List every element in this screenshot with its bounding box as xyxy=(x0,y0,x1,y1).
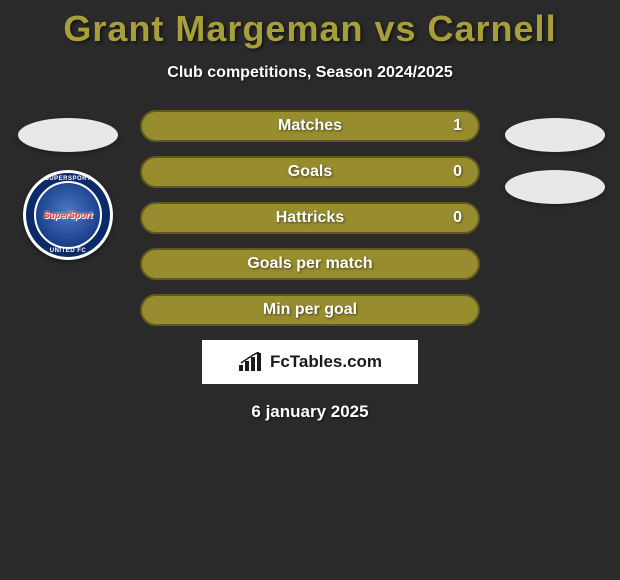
stat-label: Matches xyxy=(278,117,342,135)
branding-text: FcTables.com xyxy=(270,352,382,372)
page-title: Grant Margeman vs Carnell xyxy=(0,0,620,50)
club-badge-top-text: SUPERSPORT xyxy=(23,176,113,182)
footer-date: 6 january 2025 xyxy=(0,402,620,422)
stat-value: 0 xyxy=(453,163,462,181)
stat-row-goals-per-match: Goals per match xyxy=(140,248,480,280)
player-silhouette-right-2 xyxy=(505,170,605,204)
stat-value: 0 xyxy=(453,209,462,227)
stat-label: Hattricks xyxy=(276,209,344,227)
stats-bars: Matches 1 Goals 0 Hattricks 0 Goals per … xyxy=(140,110,480,326)
stat-row-matches: Matches 1 xyxy=(140,110,480,142)
stat-label: Goals per match xyxy=(247,255,372,273)
player-silhouette-left xyxy=(18,118,118,152)
bar-chart-icon xyxy=(238,352,264,372)
branding-box: FcTables.com xyxy=(202,340,418,384)
left-player-column: SUPERSPORT SuperSport UNITED FC xyxy=(8,118,128,260)
stat-label: Goals xyxy=(288,163,332,181)
stat-row-min-per-goal: Min per goal xyxy=(140,294,480,326)
page-subtitle: Club competitions, Season 2024/2025 xyxy=(0,64,620,82)
stat-label: Min per goal xyxy=(263,301,357,319)
stat-value: 1 xyxy=(453,117,462,135)
club-badge-center: SuperSport xyxy=(36,183,100,247)
stat-row-goals: Goals 0 xyxy=(140,156,480,188)
player-silhouette-right-1 xyxy=(505,118,605,152)
club-badge-supersport: SUPERSPORT SuperSport UNITED FC xyxy=(23,170,113,260)
club-badge-bottom-text: UNITED FC xyxy=(23,248,113,254)
right-player-column xyxy=(500,118,610,222)
stat-row-hattricks: Hattricks 0 xyxy=(140,202,480,234)
